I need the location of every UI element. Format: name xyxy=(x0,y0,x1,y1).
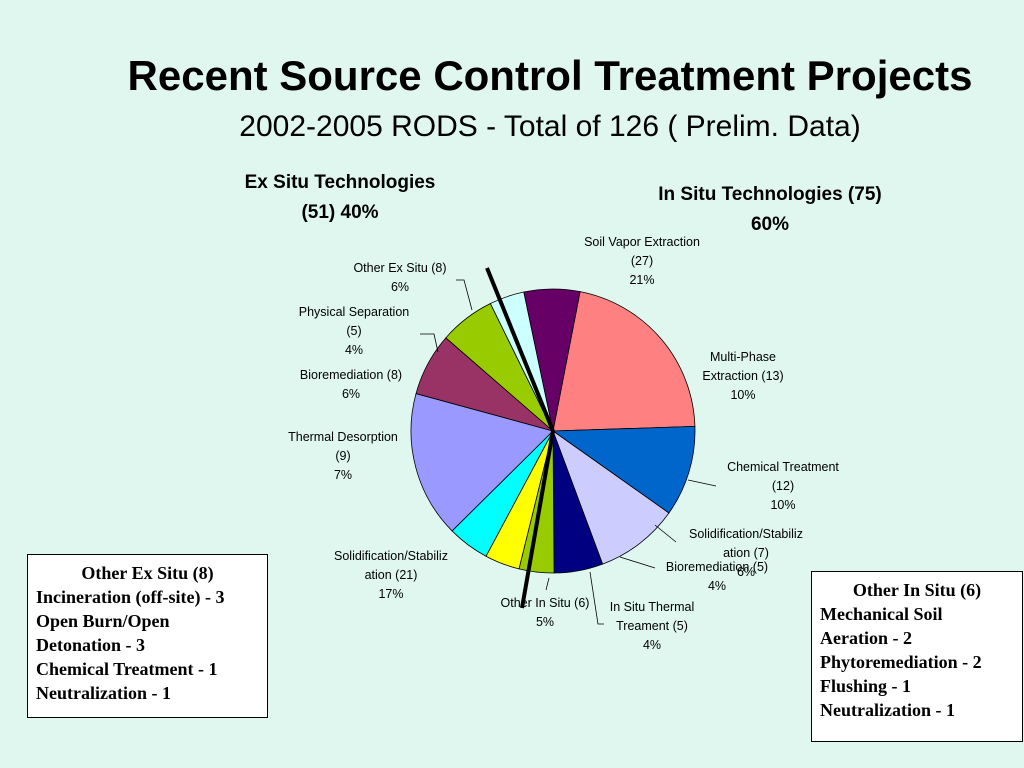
slice-label-3: (12) xyxy=(772,479,794,493)
in-situ-group-total: 60% xyxy=(750,214,790,235)
slice-label-6: 4% xyxy=(643,638,661,652)
pie-slice-1 xyxy=(552,291,696,432)
group-divider-line xyxy=(485,267,555,432)
slice-label-11: (5) xyxy=(346,324,361,338)
leader-line-5 xyxy=(619,556,656,569)
note-line: Flushing - 1 xyxy=(820,676,912,696)
pie-slice-12 xyxy=(523,288,581,432)
slice-label-3: Chemical Treatment xyxy=(727,460,839,474)
slice-label-4: 6% xyxy=(737,565,755,579)
slice-label-5: 4% xyxy=(708,579,726,593)
slice-label-4: ation (7) xyxy=(723,546,769,560)
note-line: Open Burn/Open xyxy=(36,611,170,631)
slice-label-2: 10% xyxy=(730,388,755,402)
note-line: Phytoremediation - 2 xyxy=(820,652,982,672)
note-line: Aeration - 2 xyxy=(820,628,912,648)
note-line: Neutralization - 1 xyxy=(36,683,171,703)
chart-title: Recent Source Control Treatment Projects xyxy=(127,52,973,99)
chart-subtitle: 2002-2005 RODS - Total of 126 ( Prelim. … xyxy=(239,110,861,143)
in-situ-group-label: In Situ Technologies (75) 60% xyxy=(620,180,920,240)
note-line: Mechanical Soil xyxy=(820,604,943,624)
slice-label-2: Extraction (13) xyxy=(702,369,783,383)
slice-label-7: Other In Situ (6) xyxy=(501,596,590,610)
ex-situ-group-label: Ex Situ Technologies (51) 40% xyxy=(200,168,480,228)
leader-line-4 xyxy=(654,524,677,543)
other-ex-situ-note: Other Ex Situ (8) Incineration (off-site… xyxy=(27,554,268,718)
slice-label-8: ation (21) xyxy=(365,568,418,582)
slice-label-8: 17% xyxy=(378,587,403,601)
other-ex-situ-heading: Other Ex Situ (8) xyxy=(81,563,214,583)
slice-label-9: (9) xyxy=(335,449,350,463)
other-in-situ-note: Other In Situ (6) Mechanical Soil Aerati… xyxy=(811,571,1023,742)
slice-label-1: (27) xyxy=(631,254,653,268)
slice-label-9: Thermal Desorption xyxy=(288,430,398,444)
slice-label-4: Solidification/Stabiliz xyxy=(689,527,803,541)
slice-label-11: Physical Separation xyxy=(299,305,410,319)
leader-line-7 xyxy=(545,577,550,591)
slice-label-8: Solidification/Stabiliz xyxy=(334,549,448,563)
pie-slice-8 xyxy=(410,393,554,532)
leader-line-12 xyxy=(456,279,473,311)
slice-label-2: Multi-Phase xyxy=(710,350,776,364)
slice-label-6: Treament (5) xyxy=(616,619,688,633)
slice-label-11: 4% xyxy=(345,343,363,357)
note-line: Chemical Treatment - 1 xyxy=(36,659,218,679)
slice-label-1: 21% xyxy=(629,273,654,287)
pie-slice-2 xyxy=(551,425,696,514)
slice-label-12: Other Ex Situ (8) xyxy=(353,261,446,275)
pie-slice-3 xyxy=(552,429,670,565)
group-divider-line xyxy=(520,430,555,609)
note-line: Detonation - 3 xyxy=(36,635,145,655)
slice-label-9: 7% xyxy=(334,468,352,482)
slice-label-10: Bioremediation (8) xyxy=(300,368,402,382)
slice-label-7: 5% xyxy=(536,615,554,629)
slice-label-5: Bioremediation (5) xyxy=(666,560,768,574)
in-situ-group-name: In Situ Technologies (75) xyxy=(658,184,882,205)
slice-label-1: Soil Vapor Extraction xyxy=(584,235,700,249)
other-in-situ-heading: Other In Situ (6) xyxy=(852,580,982,600)
ex-situ-group-total: (51) 40% xyxy=(301,202,379,223)
leader-line-11 xyxy=(420,333,439,353)
slice-label-12: 6% xyxy=(391,280,409,294)
note-line: Neutralization - 1 xyxy=(820,700,955,720)
slice-label-10: 6% xyxy=(342,387,360,401)
slice-label-3: 10% xyxy=(770,498,795,512)
leader-line-3 xyxy=(687,479,717,487)
ex-situ-group-name: Ex Situ Technologies xyxy=(244,172,436,193)
slice-label-6: In Situ Thermal xyxy=(610,600,695,614)
leader-line-6 xyxy=(589,571,604,625)
note-line: Incineration (off-site) - 3 xyxy=(36,587,225,607)
